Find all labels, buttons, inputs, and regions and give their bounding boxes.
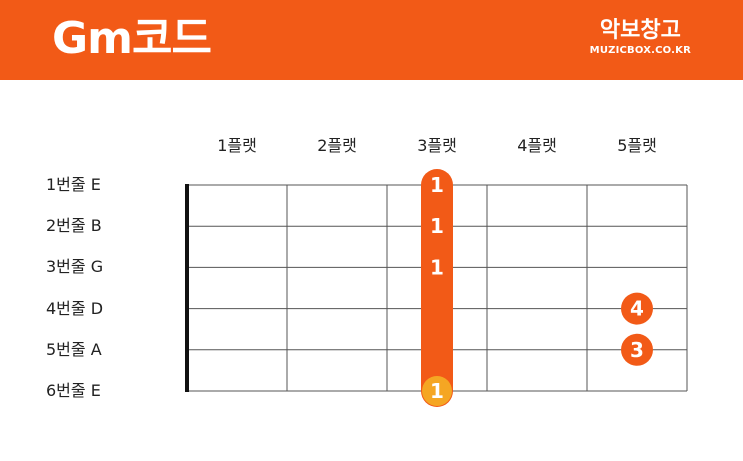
fret-label: 5플랫 <box>617 136 657 155</box>
finger-number: 1 <box>430 255 444 279</box>
finger-number: 4 <box>630 297 644 321</box>
brand-logo[interactable]: 악보창고 MUZICBOX.CO.KR <box>590 18 691 58</box>
fret-label: 3플랫 <box>417 136 457 155</box>
fret-label: 2플랫 <box>317 136 357 155</box>
finger-number: 1 <box>430 173 444 197</box>
string-label: 3번줄 G <box>46 257 104 277</box>
brand-name: 악보창고 <box>599 18 681 43</box>
string-label: 5번줄 A <box>46 339 102 359</box>
string-label: 4번줄 D <box>46 298 104 318</box>
string-label: 6번줄 E <box>46 381 101 400</box>
header-bar: Gm코드 악보창고 MUZICBOX.CO.KR <box>0 0 743 80</box>
nut <box>185 184 189 392</box>
finger-dot <box>621 292 653 325</box>
chord-title: Gm코드 <box>52 13 212 64</box>
string-label: 2번줄 B <box>46 216 102 236</box>
finger-number: 1 <box>430 214 444 238</box>
barre-bar <box>421 169 453 407</box>
finger-number: 1 <box>430 379 444 403</box>
fret-label: 1플랫 <box>217 136 257 155</box>
finger-number: 3 <box>630 338 644 362</box>
brand-url: MUZICBOX.CO.KR <box>589 45 691 56</box>
root-finger-dot <box>422 376 452 406</box>
fret-label: 4플랫 <box>517 136 557 155</box>
string-label: 1번줄 E <box>46 175 101 194</box>
finger-dot <box>621 333 653 366</box>
